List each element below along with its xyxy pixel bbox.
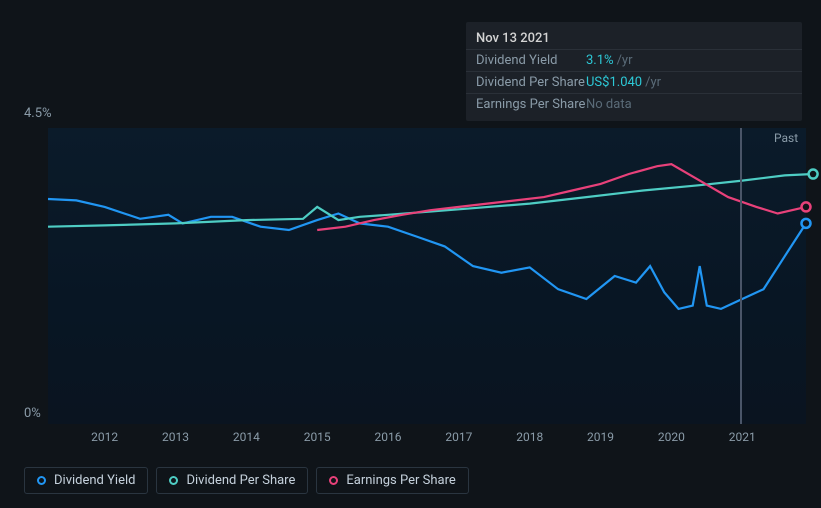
tooltip-row-nodata: No data [586,97,632,112]
legend-label: Dividend Per Share [186,473,295,488]
tooltip-row: Dividend Per ShareUS$1.040/yr [466,71,802,93]
series-line [48,174,813,227]
y-axis-min: 0% [24,406,41,421]
x-tick: 2013 [162,430,189,444]
tooltip-row: Earnings Per ShareNo data [466,93,802,115]
legend-label: Earnings Per Share [346,473,455,488]
x-tick: 2017 [445,430,472,444]
series-end-dot [802,202,811,211]
tooltip-date: Nov 13 2021 [466,28,802,49]
legend-dot-icon [169,476,178,485]
tooltip-row: Dividend Yield3.1%/yr [466,49,802,71]
legend-item[interactable]: Dividend Yield [24,467,148,494]
tooltip-row-label: Dividend Yield [476,53,586,68]
legend-item[interactable]: Dividend Per Share [156,467,308,494]
series-line [317,164,806,230]
chart-legend: Dividend Yield Dividend Per Share Earnings… [24,467,469,494]
y-axis-max: 4.5% [24,106,52,121]
past-label: Past [774,131,798,145]
legend-dot-icon [37,476,46,485]
x-axis: 2012 2013 2014 2015 2016 2017 2018 2019 2020 2021 [48,430,806,448]
tooltip-row-label: Earnings Per Share [476,97,586,112]
x-tick: 2021 [729,430,756,444]
chart-tooltip: Nov 13 2021 Dividend Yield3.1%/yrDividen… [466,22,802,121]
x-tick: 2015 [304,430,331,444]
tooltip-row-value: 3.1% [586,53,614,68]
tooltip-row-value: US$1.040 [586,75,642,90]
legend-dot-icon [329,476,338,485]
legend-item[interactable]: Earnings Per Share [316,467,468,494]
tooltip-row-unit: /yr [645,75,661,90]
x-tick: 2018 [516,430,543,444]
x-tick: 2016 [375,430,402,444]
x-tick: 2019 [587,430,614,444]
series-line [48,199,806,309]
x-tick: 2014 [233,430,260,444]
x-tick: 2012 [91,430,118,444]
series-end-dot [802,219,811,228]
chart-svg [48,128,806,424]
tooltip-row-label: Dividend Per Share [476,75,586,90]
legend-label: Dividend Yield [54,473,135,488]
past-divider [740,128,742,424]
tooltip-row-unit: /yr [617,53,633,68]
series-end-dot [809,170,818,179]
x-tick: 2020 [658,430,685,444]
